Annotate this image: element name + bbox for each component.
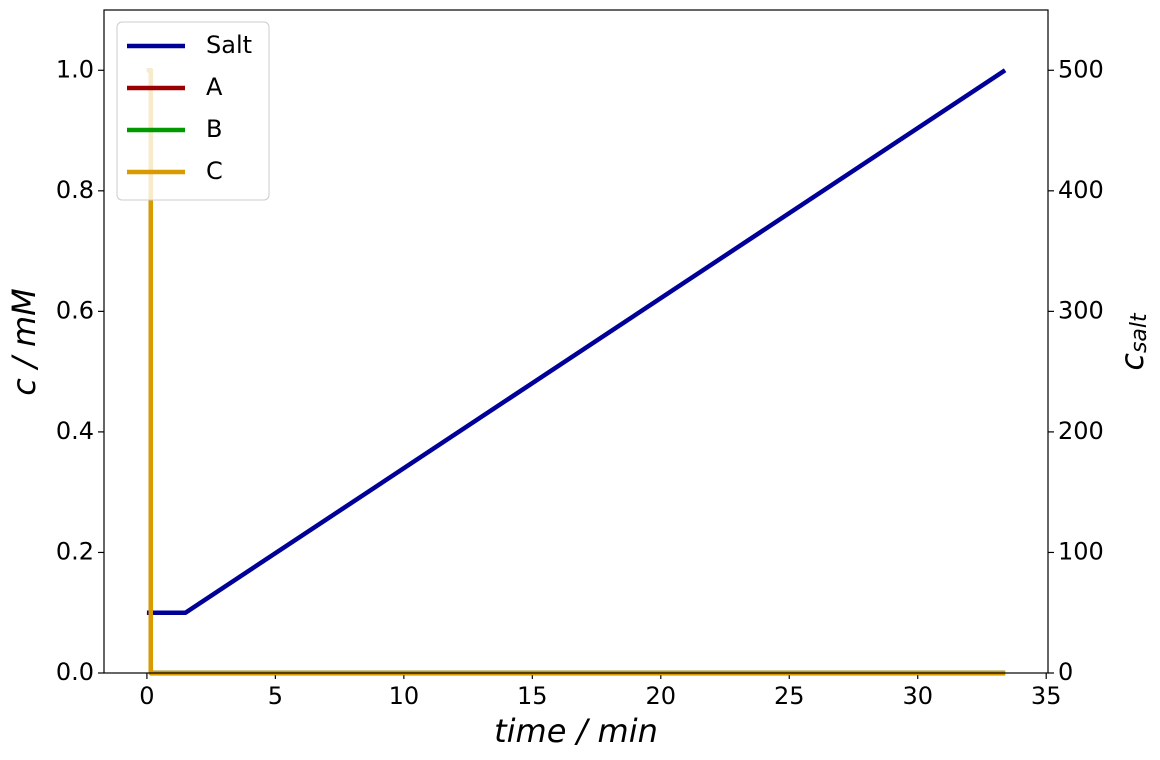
- y-tick-label: 0.2: [56, 537, 94, 565]
- legend-label: B: [206, 115, 222, 143]
- y-axis-label: c / mM: [5, 288, 43, 396]
- series-line: [146, 68, 1006, 676]
- y2-tick-label: 0: [1058, 658, 1073, 686]
- y2-tick-label: 200: [1058, 417, 1104, 445]
- y2-tick-label: 500: [1058, 55, 1104, 83]
- x-tick-label: 15: [517, 682, 548, 710]
- x-tick-label: 30: [902, 682, 933, 710]
- legend-label: Salt: [206, 31, 252, 59]
- plot-frame: [103, 9, 1049, 674]
- legend-box: [116, 21, 270, 201]
- x-tick-label: 35: [1031, 682, 1062, 710]
- y-tick-label: 1.0: [56, 55, 94, 83]
- x-tick-label: 20: [646, 682, 677, 710]
- x-tick-label: 10: [389, 682, 420, 710]
- y-tick-label: 0.6: [56, 296, 94, 324]
- y-tick-label: 0.8: [56, 176, 94, 204]
- y2-tick-label: 300: [1058, 296, 1104, 324]
- series-line: [146, 68, 1006, 676]
- legend-label: C: [206, 157, 223, 185]
- series-line: [146, 68, 1006, 676]
- x-tick-label: 0: [139, 682, 154, 710]
- y-tick-label: 0.4: [56, 417, 94, 445]
- legend-label: A: [206, 73, 223, 101]
- y2-axis-label: csalt: [1113, 312, 1152, 371]
- x-tick-label: 5: [268, 682, 283, 710]
- series-line: [146, 68, 1007, 615]
- x-axis-label: time / min: [494, 712, 658, 750]
- y2-tick-label: 100: [1058, 537, 1104, 565]
- y2-tick-label: 400: [1058, 176, 1104, 204]
- y2-axis-label-sub: salt: [1127, 312, 1152, 353]
- y2-axis-label-base: c: [1113, 353, 1151, 371]
- x-tick-label: 25: [774, 682, 805, 710]
- y-tick-label: 0.0: [56, 658, 94, 686]
